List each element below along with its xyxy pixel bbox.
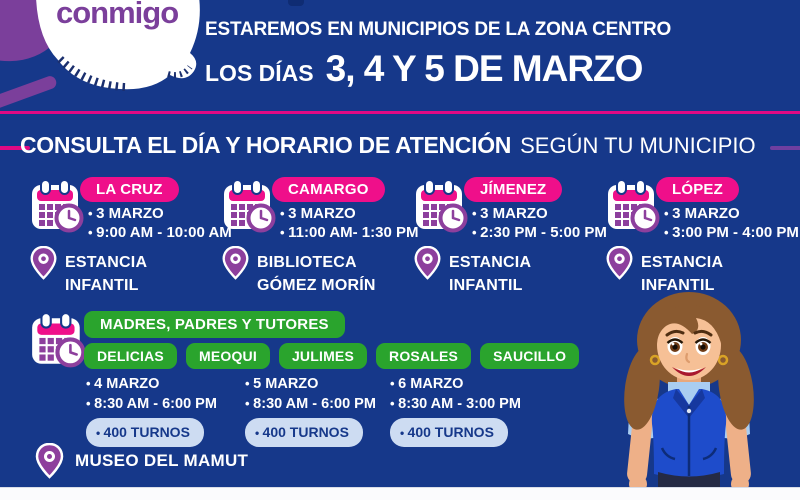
location-pin-icon [606, 246, 633, 280]
museum-venue-row: MUSEO DEL MAMUT [35, 443, 248, 479]
venue-label: ESTANCIA INFANTIL [65, 254, 147, 295]
logo-text: conmigo [56, 0, 178, 30]
schedule-col: 5 MARZO 8:30 AM - 6:00 PM 400 TURNOS [245, 374, 390, 447]
date-line: 3 MARZO [664, 204, 799, 223]
badge-saucillo: SAUCILLO [480, 343, 580, 369]
municipality-schedule: 3 MARZO 11:00 AM- 1:30 PM [280, 204, 419, 242]
date-line: 4 MARZO [86, 374, 245, 394]
venue-row: BIBLIOTECA GÓMEZ MORÍN [222, 246, 407, 297]
header-line2: LOS DÍAS 3, 4 Y 5 DE MARZO [205, 48, 644, 90]
municipality-card-camargo: CAMARGO 3 MARZO 11:00 AM- 1:30 PM BIBLIO… [220, 177, 419, 307]
location-pin-icon [414, 246, 441, 280]
calendar-clock-icon [608, 179, 660, 233]
time-line: 3:00 PM - 4:00 PM [664, 223, 799, 242]
calendar-clock-icon [32, 179, 84, 233]
magenta-divider [0, 111, 800, 114]
municipality-name-pill: LÓPEZ [656, 177, 740, 202]
badge-rosales: ROSALES [376, 343, 472, 369]
mascot-woman-illustration [624, 292, 754, 487]
venue-label: ESTANCIA INFANTIL [641, 254, 723, 295]
days-prefix: LOS DÍAS [205, 60, 314, 86]
time-line: 8:30 AM - 6:00 PM [86, 394, 245, 414]
time-line: 8:30 AM - 3:00 PM [390, 394, 550, 414]
municipality-schedule: 3 MARZO 3:00 PM - 4:00 PM [664, 204, 799, 242]
section-heading-sub: SEGÚN TU MUNICIPIO [520, 133, 756, 158]
municipality-card-lopez: LÓPEZ 3 MARZO 3:00 PM - 4:00 PM ESTANCIA… [604, 177, 799, 307]
municipality-badges: DELICIAS MEOQUI JULIMES ROSALES SAUCILLO [84, 343, 580, 369]
venue-label: BIBLIOTECA GÓMEZ MORÍN [257, 254, 376, 295]
left-dash [0, 146, 30, 150]
time-line: 9:00 AM - 10:00 AM [88, 223, 232, 242]
conmigo-logo: conmigo [0, 0, 260, 120]
tutors-schedules: 4 MARZO 8:30 AM - 6:00 PM 400 TURNOS 5 M… [86, 374, 550, 447]
tutors-header-pill: MADRES, PADRES Y TUTORES [84, 311, 345, 338]
badge-delicias: DELICIAS [84, 343, 177, 369]
section-heading-main: CONSULTA EL DÍA Y HORARIO DE ATENCIÓN [20, 132, 512, 158]
municipality-name-pill: CAMARGO [272, 177, 385, 202]
slots-pill: 400 TURNOS [86, 418, 204, 447]
time-line: 11:00 AM- 1:30 PM [280, 223, 418, 242]
schedule-col: 4 MARZO 8:30 AM - 6:00 PM 400 TURNOS [86, 374, 245, 447]
venue-row: ESTANCIA INFANTIL [606, 246, 791, 297]
date-line: 3 MARZO [280, 204, 419, 223]
date-line: 3 MARZO [88, 204, 232, 223]
date-line: 6 MARZO [390, 374, 550, 394]
municipality-name-pill: JÍMENEZ [464, 177, 563, 202]
municipality-schedule: 3 MARZO 9:00 AM - 10:00 AM [88, 204, 232, 242]
location-pin-icon [35, 443, 64, 479]
municipality-row: LA CRUZ 3 MARZO 9:00 AM - 10:00 AM ESTAN… [28, 177, 799, 307]
location-pin-icon [222, 246, 249, 280]
badge-meoqui: MEOQUI [185, 343, 270, 369]
venue-label: ESTANCIA INFANTIL [449, 254, 531, 295]
time-line: 2:30 PM - 5:00 PM [472, 223, 607, 242]
section-heading: CONSULTA EL DÍA Y HORARIO DE ATENCIÓN SEG… [20, 132, 756, 159]
municipality-card-jimenez: JÍMENEZ 3 MARZO 2:30 PM - 5:00 PM ESTANC… [412, 177, 607, 307]
location-pin-icon [30, 246, 57, 280]
right-dash [770, 146, 800, 150]
schedule-col: 6 MARZO 8:30 AM - 3:00 PM 400 TURNOS [390, 374, 550, 447]
badge-julimes: JULIMES [278, 343, 368, 369]
slots-pill: 400 TURNOS [245, 418, 363, 447]
municipality-name-pill: LA CRUZ [80, 177, 179, 202]
calendar-clock-icon [224, 179, 276, 233]
calendar-clock-icon [32, 312, 86, 368]
speech-bubble-icon: conmigo [0, 0, 200, 111]
municipality-card-la-cruz: LA CRUZ 3 MARZO 9:00 AM - 10:00 AM ESTAN… [28, 177, 232, 307]
time-line: 8:30 AM - 6:00 PM [245, 394, 390, 414]
cropped-top-artifact [288, 0, 304, 6]
days-text: 3, 4 Y 5 DE MARZO [325, 48, 644, 89]
museum-venue-label: MUSEO DEL MAMUT [75, 451, 249, 470]
header-line1: ESTAREMOS EN MUNICIPIOS DE LA ZONA CENTR… [205, 19, 672, 40]
bottom-white-strip [0, 487, 800, 500]
venue-row: ESTANCIA INFANTIL [30, 246, 215, 297]
venue-row: ESTANCIA INFANTIL [414, 246, 599, 297]
date-line: 5 MARZO [245, 374, 390, 394]
calendar-clock-icon [416, 179, 468, 233]
date-line: 3 MARZO [472, 204, 607, 223]
slots-pill: 400 TURNOS [390, 418, 508, 447]
municipality-schedule: 3 MARZO 2:30 PM - 5:00 PM [472, 204, 607, 242]
